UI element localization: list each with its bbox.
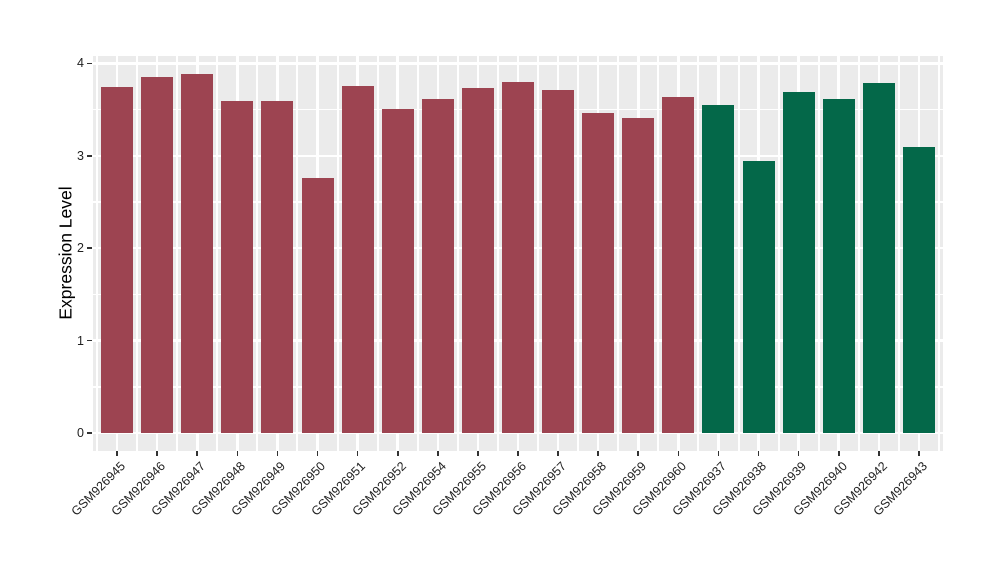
minor-gridline-x-13.5	[617, 56, 620, 451]
bar-GSM926948	[221, 101, 254, 433]
y-tick-label-3: 3	[77, 148, 84, 163]
y-tick-mark-1	[87, 339, 92, 342]
x-tick-mark-GSM926959	[637, 451, 640, 456]
minor-gridline-x-18.5	[817, 56, 820, 451]
x-tick-label-text: GSM926943	[870, 459, 930, 519]
bar-GSM926938	[742, 161, 775, 433]
y-tick-mark-0	[87, 432, 92, 434]
x-tick-mark-GSM926948	[236, 451, 239, 456]
minor-gridline-x-9.5	[456, 56, 459, 451]
y-tick-mark-2	[87, 247, 92, 249]
x-tick-mark-GSM926952	[396, 451, 399, 456]
x-tick-mark-GSM926949	[276, 451, 279, 456]
minor-gridline-x-16.5	[737, 56, 740, 451]
minor-gridline-x-19.5	[857, 56, 860, 451]
bar-GSM926943	[902, 146, 935, 433]
minor-gridline-x-4.5	[256, 56, 259, 451]
minor-gridline-x-10.5	[496, 56, 499, 451]
bar-GSM926939	[782, 92, 815, 433]
plot-panel	[93, 56, 943, 451]
minor-gridline-x-14.5	[657, 56, 660, 451]
bar-GSM926960	[662, 96, 695, 433]
bar-GSM926940	[822, 98, 855, 433]
x-tick-mark-GSM926940	[837, 451, 840, 456]
bar-GSM926957	[542, 90, 575, 433]
bar-GSM926951	[341, 85, 374, 433]
bar-GSM926954	[421, 98, 454, 433]
bar-GSM926956	[502, 81, 534, 433]
minor-gridline-x-20.5	[897, 56, 900, 451]
y-tick-label-2: 2	[77, 241, 84, 256]
bar-GSM926947	[181, 73, 214, 433]
minor-gridline-x-17.5	[777, 56, 780, 451]
minor-gridline-x-2.5	[176, 56, 179, 451]
bar-GSM926942	[862, 82, 895, 433]
bar-GSM926937	[702, 104, 735, 433]
x-tick-mark-GSM926960	[677, 451, 680, 456]
x-tick-mark-GSM926938	[757, 451, 760, 456]
minor-gridline-x-11.5	[537, 56, 540, 451]
minor-gridline-x-21.5	[937, 56, 940, 451]
minor-gridline-x-0.5	[96, 56, 98, 451]
minor-gridline-x-15.5	[697, 56, 700, 451]
y-tick-label-4: 4	[77, 56, 84, 71]
y-tick-mark-4	[87, 62, 92, 65]
bar-GSM926958	[582, 113, 615, 433]
minor-gridline-x-7.5	[376, 56, 379, 451]
x-tick-mark-GSM926956	[517, 451, 519, 456]
x-tick-mark-GSM926958	[597, 451, 599, 456]
x-tick-mark-GSM926954	[437, 451, 439, 456]
minor-gridline-x-3.5	[216, 56, 219, 451]
bar-GSM926945	[101, 86, 134, 433]
x-tick-label-GSM926943: GSM926943	[800, 459, 930, 519]
minor-gridline-x-5.5	[296, 56, 299, 451]
minor-gridline-x-12.5	[577, 56, 580, 451]
x-tick-mark-GSM926957	[557, 451, 559, 456]
x-tick-mark-GSM926950	[316, 451, 319, 456]
minor-gridline-x-1.5	[136, 56, 139, 451]
bar-GSM926950	[301, 177, 334, 433]
bar-GSM926952	[381, 108, 414, 433]
x-tick-mark-GSM926955	[477, 451, 479, 456]
minor-gridline-x-8.5	[416, 56, 419, 451]
x-tick-mark-GSM926946	[156, 451, 158, 456]
x-tick-mark-GSM926939	[797, 451, 800, 456]
bar-GSM926955	[461, 88, 494, 433]
x-tick-mark-GSM926945	[116, 451, 118, 456]
x-tick-mark-GSM926947	[196, 451, 199, 456]
y-tick-label-0: 0	[77, 426, 84, 440]
bar-GSM926946	[141, 77, 174, 433]
x-tick-mark-GSM926942	[878, 451, 880, 456]
bar-GSM926959	[622, 117, 655, 433]
x-tick-mark-GSM926951	[356, 451, 359, 456]
x-tick-mark-GSM926937	[717, 451, 720, 456]
x-tick-mark-GSM926943	[918, 451, 920, 456]
minor-gridline-x-6.5	[336, 56, 339, 451]
bar-GSM926949	[261, 101, 294, 433]
y-tick-mark-3	[87, 155, 92, 157]
y-tick-label-1: 1	[77, 333, 84, 348]
